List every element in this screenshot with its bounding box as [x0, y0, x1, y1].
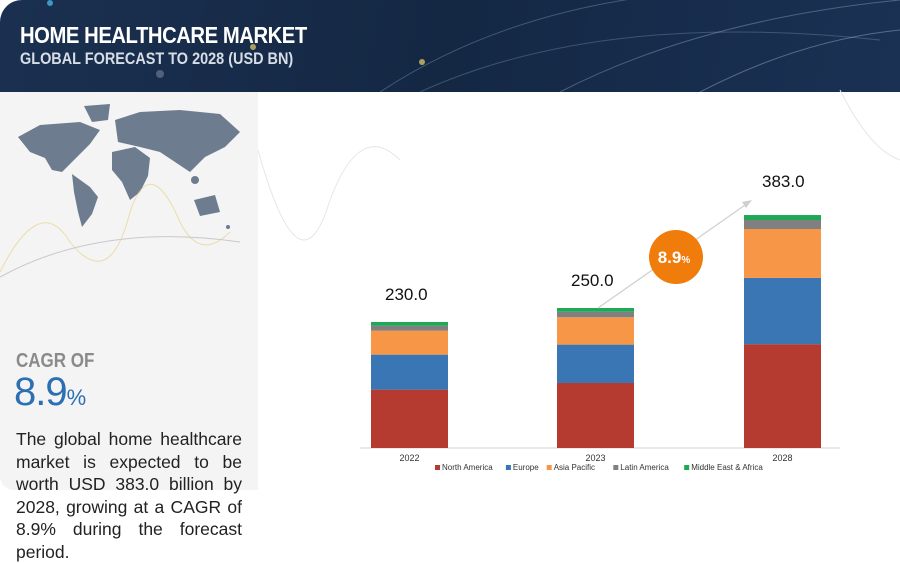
legend-swatch [546, 465, 552, 470]
bar-segment-middle-east-africa-2023 [557, 307, 634, 312]
x-tick-label-2022: 2022 [399, 453, 419, 463]
total-label-2022: 230.0 [385, 285, 428, 304]
chart-legend: North America Europe Asia Pacific Latin Ame… [435, 463, 763, 472]
bar-segment-latin-america-2023 [557, 311, 634, 318]
arrow-head-icon [742, 200, 752, 208]
decorative-curve [257, 89, 900, 241]
legend-label: Latin America [620, 463, 669, 472]
bar-segment-north-america-2023 [557, 382, 634, 448]
legend-swatch [684, 465, 690, 470]
total-label-2028: 383.0 [762, 172, 805, 191]
legend-label: Asia Pacific [554, 463, 595, 472]
legend-label: Middle East & Africa [691, 463, 763, 472]
bar-segment-asia-pacific-2023 [557, 317, 634, 345]
stacked-bar-chart: 230.0 2022 250.0 2023 383.0 2028 8.9% North A… [257, 89, 900, 472]
bar-segment-europe-2022 [371, 354, 448, 390]
world-map-icon [0, 104, 241, 278]
bar-segment-latin-america-2028 [744, 220, 821, 230]
bar-segment-latin-america-2022 [371, 325, 448, 331]
bar-segment-asia-pacific-2028 [744, 229, 821, 278]
page-subtitle: GLOBAL FORECAST TO 2028 (USD BN) [20, 49, 294, 68]
legend-label: Europe [513, 463, 539, 472]
cagr-number: 8.9 [14, 370, 68, 414]
bar-segment-asia-pacific-2022 [371, 330, 448, 355]
bar-segment-europe-2023 [557, 344, 634, 383]
cagr-unit: % [66, 385, 87, 410]
total-label-2023: 250.0 [571, 271, 614, 290]
page-title: HOME HEALTHCARE MARKET [20, 22, 307, 48]
bar-segment-europe-2028 [744, 277, 821, 345]
cagr-value: 8.9% [14, 370, 87, 415]
legend-swatch [505, 465, 511, 470]
bar-segment-north-america-2022 [371, 389, 448, 448]
bar-segment-middle-east-africa-2022 [371, 321, 448, 326]
cagr-badge-text: 8.9% [658, 248, 691, 267]
cagr-label: CAGR OF [16, 350, 95, 372]
decorative-light-streaks [47, 0, 900, 92]
x-tick-label-2028: 2028 [772, 453, 792, 463]
legend-swatch [435, 465, 440, 470]
cagr-badge [649, 230, 703, 284]
legend-swatch [613, 465, 619, 470]
header-banner: HOME HEALTHCARE MARKET GLOBAL FORECAST T… [0, 0, 900, 92]
bar-segment-middle-east-africa-2028 [744, 215, 821, 221]
bar-segment-north-america-2028 [744, 344, 821, 448]
legend-label: North America [442, 463, 493, 472]
x-tick-label-2023: 2023 [585, 453, 605, 463]
